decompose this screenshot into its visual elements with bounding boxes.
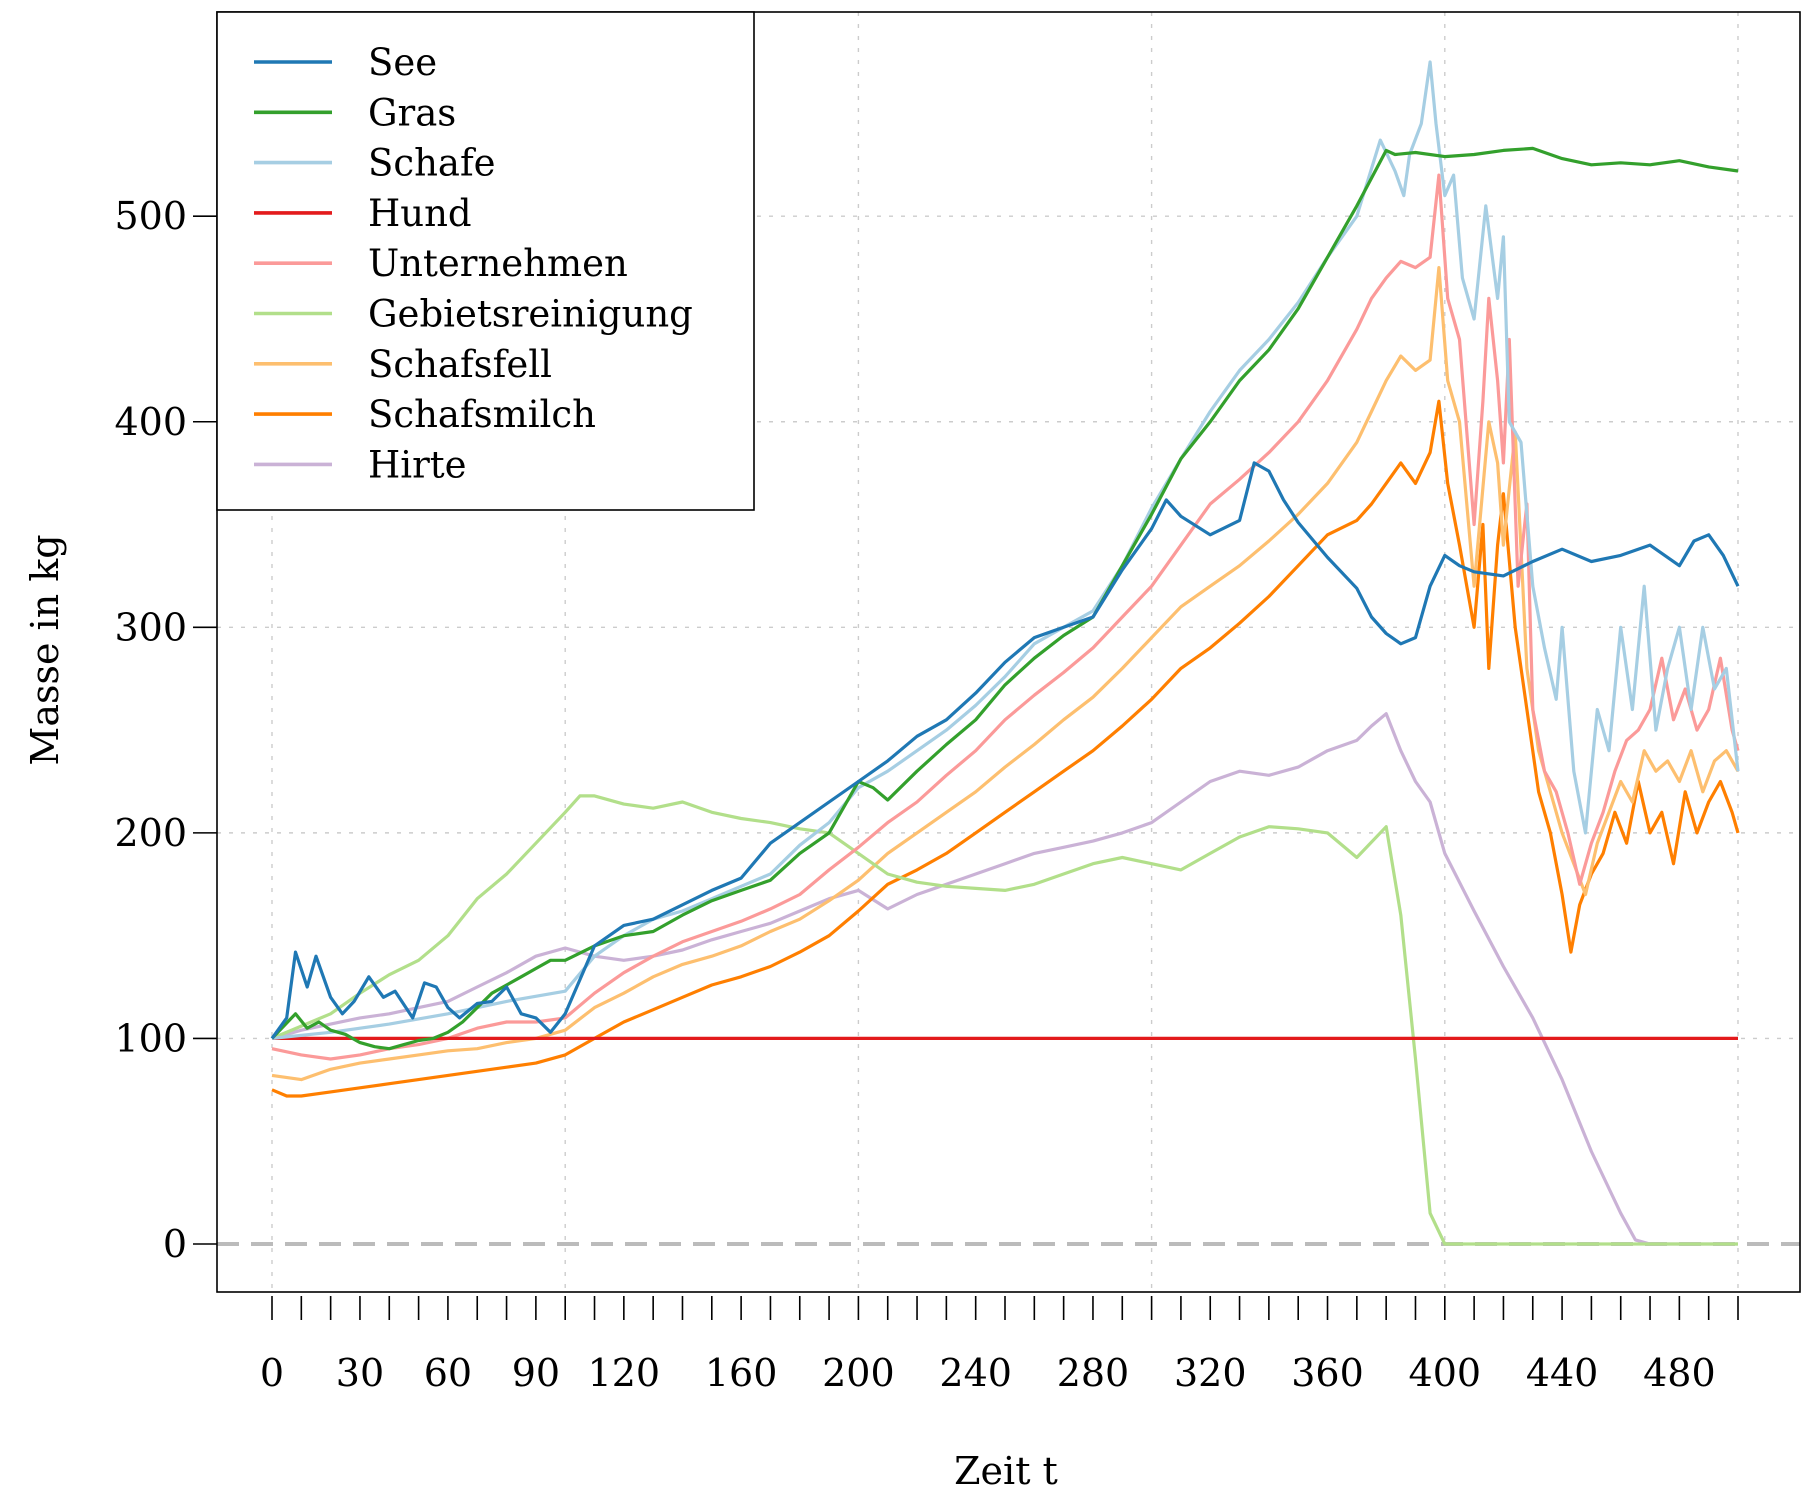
- x-tick-label: 120: [588, 1351, 661, 1395]
- x-tick-label: 160: [705, 1351, 778, 1395]
- x-tick-label: 200: [822, 1351, 895, 1395]
- series-line-unternehmen: [271, 173, 1740, 1061]
- y-tick-label: 300: [114, 605, 187, 649]
- y-tick-label: 100: [114, 1016, 187, 1060]
- plot-frame: [216, 11, 1801, 1293]
- series-line-gebietsreinigung: [271, 794, 1738, 1246]
- x-tick-label: 320: [1174, 1351, 1247, 1395]
- series-line-gras: [270, 146, 1739, 1051]
- x-tick-label: 360: [1291, 1351, 1364, 1395]
- legend-label-gras: Gras: [368, 91, 456, 134]
- y-axis-label: Masse in kg: [23, 534, 67, 765]
- x-tick-label: 0: [260, 1351, 284, 1395]
- legend-label-unternehmen: Unternehmen: [368, 242, 628, 285]
- legend-label-hirte: Hirte: [368, 443, 467, 486]
- y-tick-label: 500: [114, 194, 187, 238]
- series-line-see: [270, 461, 1740, 1040]
- x-tick-label: 60: [424, 1351, 472, 1395]
- series-line-schafsfell: [271, 266, 1740, 1082]
- legend-label-schafe: Schafe: [368, 142, 496, 185]
- series-line-hirte: [271, 712, 1738, 1246]
- y-axis: 0 100 200 300 400 500: [114, 194, 217, 1266]
- x-tick-label: 480: [1643, 1351, 1716, 1395]
- x-tick-label: 280: [1057, 1351, 1130, 1395]
- x-axis: 0 30 60 90 120 160 200 240 280 320 360 400 440 480: [260, 1296, 1739, 1395]
- series-lines: [270, 60, 1740, 1246]
- legend-label-hund: Hund: [368, 192, 472, 235]
- x-axis-label: Zeit t: [954, 1449, 1058, 1493]
- series-line-schafe: [271, 60, 1740, 1040]
- x-tick-label: 90: [512, 1351, 560, 1395]
- legend-label-gebietsreinigung: Gebietsreinigung: [368, 293, 693, 336]
- y-tick-label: 200: [114, 811, 187, 855]
- legend-label-schafsfell: Schafsfell: [368, 343, 552, 386]
- legend-label-see: See: [368, 41, 437, 84]
- legend-box: [216, 11, 755, 511]
- x-tick-label: 30: [336, 1351, 384, 1395]
- legend: See Gras Schafe Hund Unternehmen Gebietsreini…: [216, 11, 755, 511]
- y-tick-label: 0: [163, 1222, 187, 1266]
- x-tick-label: 400: [1409, 1351, 1482, 1395]
- y-tick-label: 400: [114, 400, 187, 444]
- x-tick-label: 240: [939, 1351, 1012, 1395]
- x-tick-label: 440: [1526, 1351, 1599, 1395]
- grid-lines: [217, 12, 1800, 1292]
- legend-label-schafsmilch: Schafsmilch: [368, 393, 596, 436]
